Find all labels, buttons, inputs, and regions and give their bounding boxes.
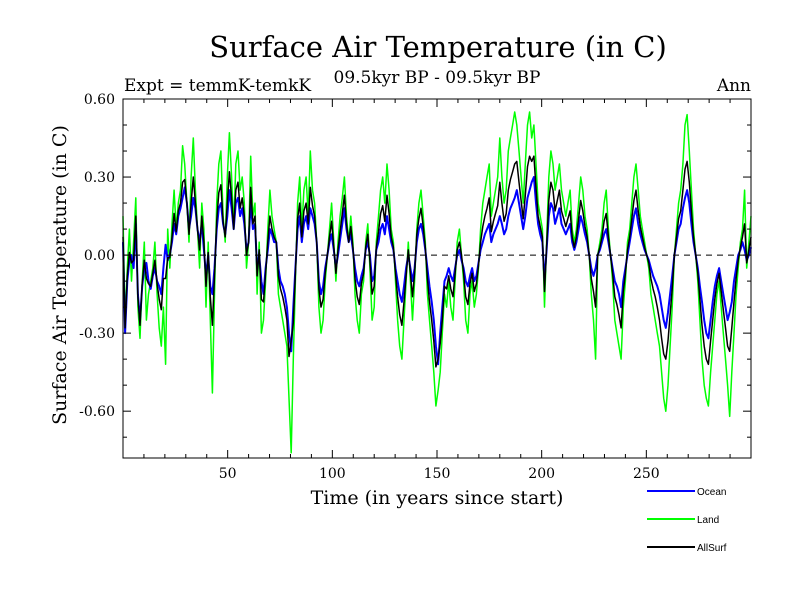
ticks-layer: 50 100 150 200 250 0.60 0.30 0.00 -0.30 -0.60 xyxy=(79,92,751,482)
y-tick-label: 0.30 xyxy=(84,170,115,186)
legend-label-allsurf: AllSurf xyxy=(697,543,727,554)
y-tick-label: 0.60 xyxy=(84,92,115,108)
series-line-allsurf xyxy=(122,155,752,368)
experiment-label: Expt = temmK-temkK xyxy=(124,76,311,96)
y-axis-label: Surface Air Temperature (in C) xyxy=(49,125,71,425)
x-tick-label: 100 xyxy=(319,466,346,482)
y-tick-label: -0.30 xyxy=(79,326,115,342)
x-axis-label: Time (in years since start) xyxy=(311,487,564,509)
chart-title: Surface Air Temperature (in C) xyxy=(209,30,667,64)
x-tick-label: 50 xyxy=(219,466,237,482)
x-tick-label: 250 xyxy=(633,466,660,482)
series-layer xyxy=(122,111,752,454)
legend-label-land: Land xyxy=(697,515,719,526)
legend: Ocean Land AllSurf xyxy=(647,487,727,554)
season-label: Ann xyxy=(716,76,751,96)
y-tick-label: 0.00 xyxy=(84,248,115,264)
legend-label-ocean: Ocean xyxy=(697,487,726,498)
plot-frame xyxy=(122,98,752,459)
x-tick-label: 150 xyxy=(424,466,451,482)
chart-subtitle: 09.5kyr BP - 09.5kyr BP xyxy=(334,68,541,88)
x-tick-label: 200 xyxy=(528,466,555,482)
y-tick-label: -0.60 xyxy=(79,404,115,420)
